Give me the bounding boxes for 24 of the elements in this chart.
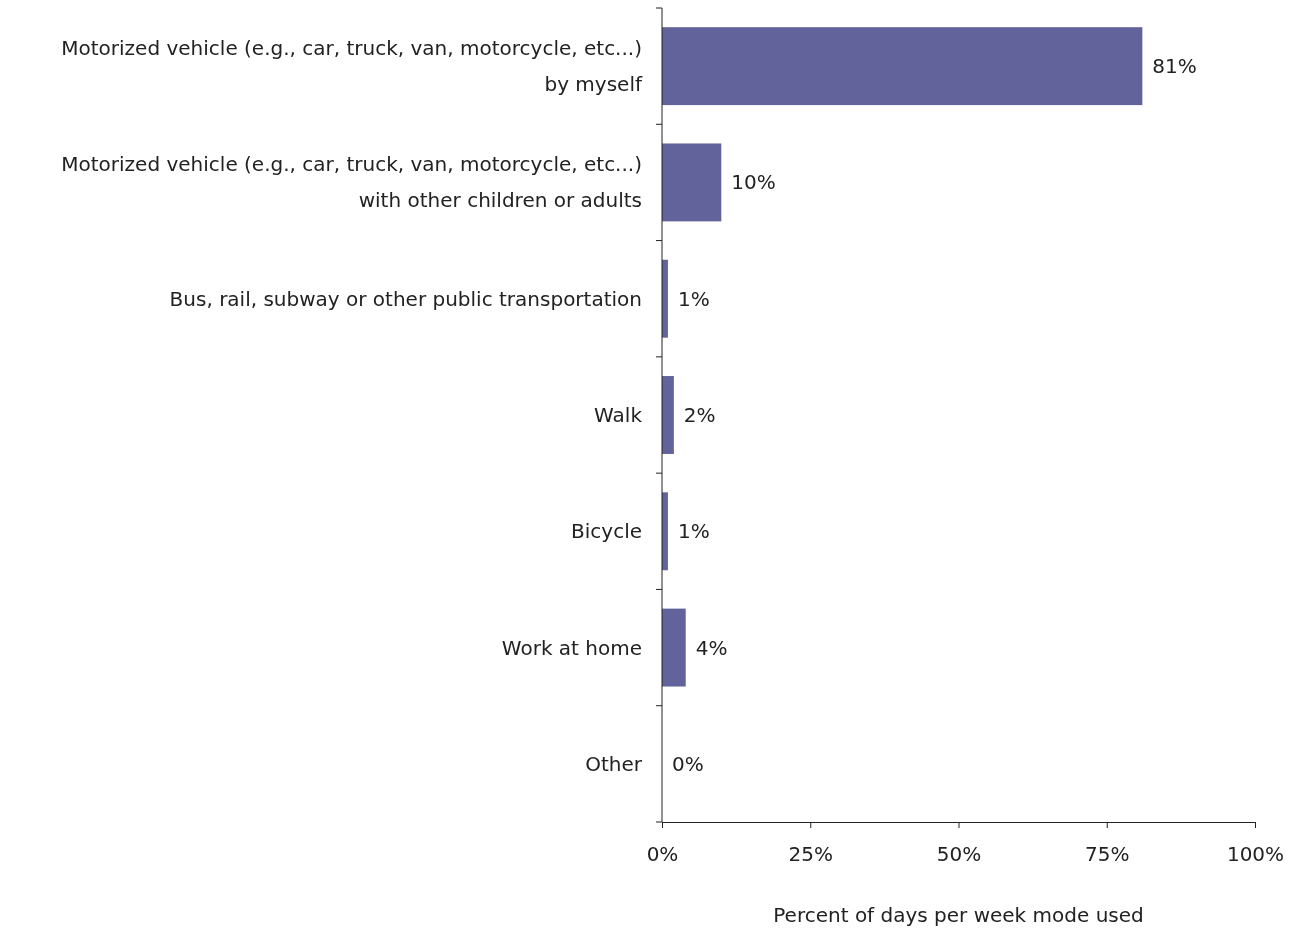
x-tick-label: 50% bbox=[936, 842, 982, 866]
x-axis-title: Percent of days per week mode used bbox=[773, 903, 1144, 927]
bar bbox=[662, 27, 1143, 106]
y-tick-label: Motorized vehicle (e.g., car, truck, van, motorcycle, etc...) by myself bbox=[61, 36, 643, 97]
bar bbox=[662, 376, 674, 454]
data-label: 4% bbox=[695, 635, 728, 660]
x-tick-label: 100% bbox=[1226, 842, 1285, 866]
y-tick-label: Bicycle bbox=[571, 519, 642, 544]
bar bbox=[662, 608, 686, 687]
data-label: 1% bbox=[677, 519, 710, 544]
x-tick-label: 75% bbox=[1085, 842, 1130, 866]
bar bbox=[662, 143, 722, 222]
data-label: 1% bbox=[677, 286, 710, 311]
y-tick-label: Work at home bbox=[501, 635, 642, 660]
data-label: 2% bbox=[683, 403, 716, 427]
x-tick-label: 25% bbox=[788, 842, 833, 866]
y-tick-label: Bus, rail, subway or other public transportation bbox=[169, 286, 642, 311]
y-tick-label: Motorized vehicle (e.g., car, truck, van, motorcycle, etc...) with other children or adults bbox=[61, 152, 642, 213]
data-label: 10% bbox=[731, 170, 776, 195]
y-tick-label: Walk bbox=[594, 403, 643, 427]
y-tick-label: Other bbox=[585, 751, 643, 776]
data-label: 81% bbox=[1152, 54, 1197, 79]
x-tick-label: 0% bbox=[646, 842, 679, 866]
data-label: 0% bbox=[672, 751, 704, 776]
